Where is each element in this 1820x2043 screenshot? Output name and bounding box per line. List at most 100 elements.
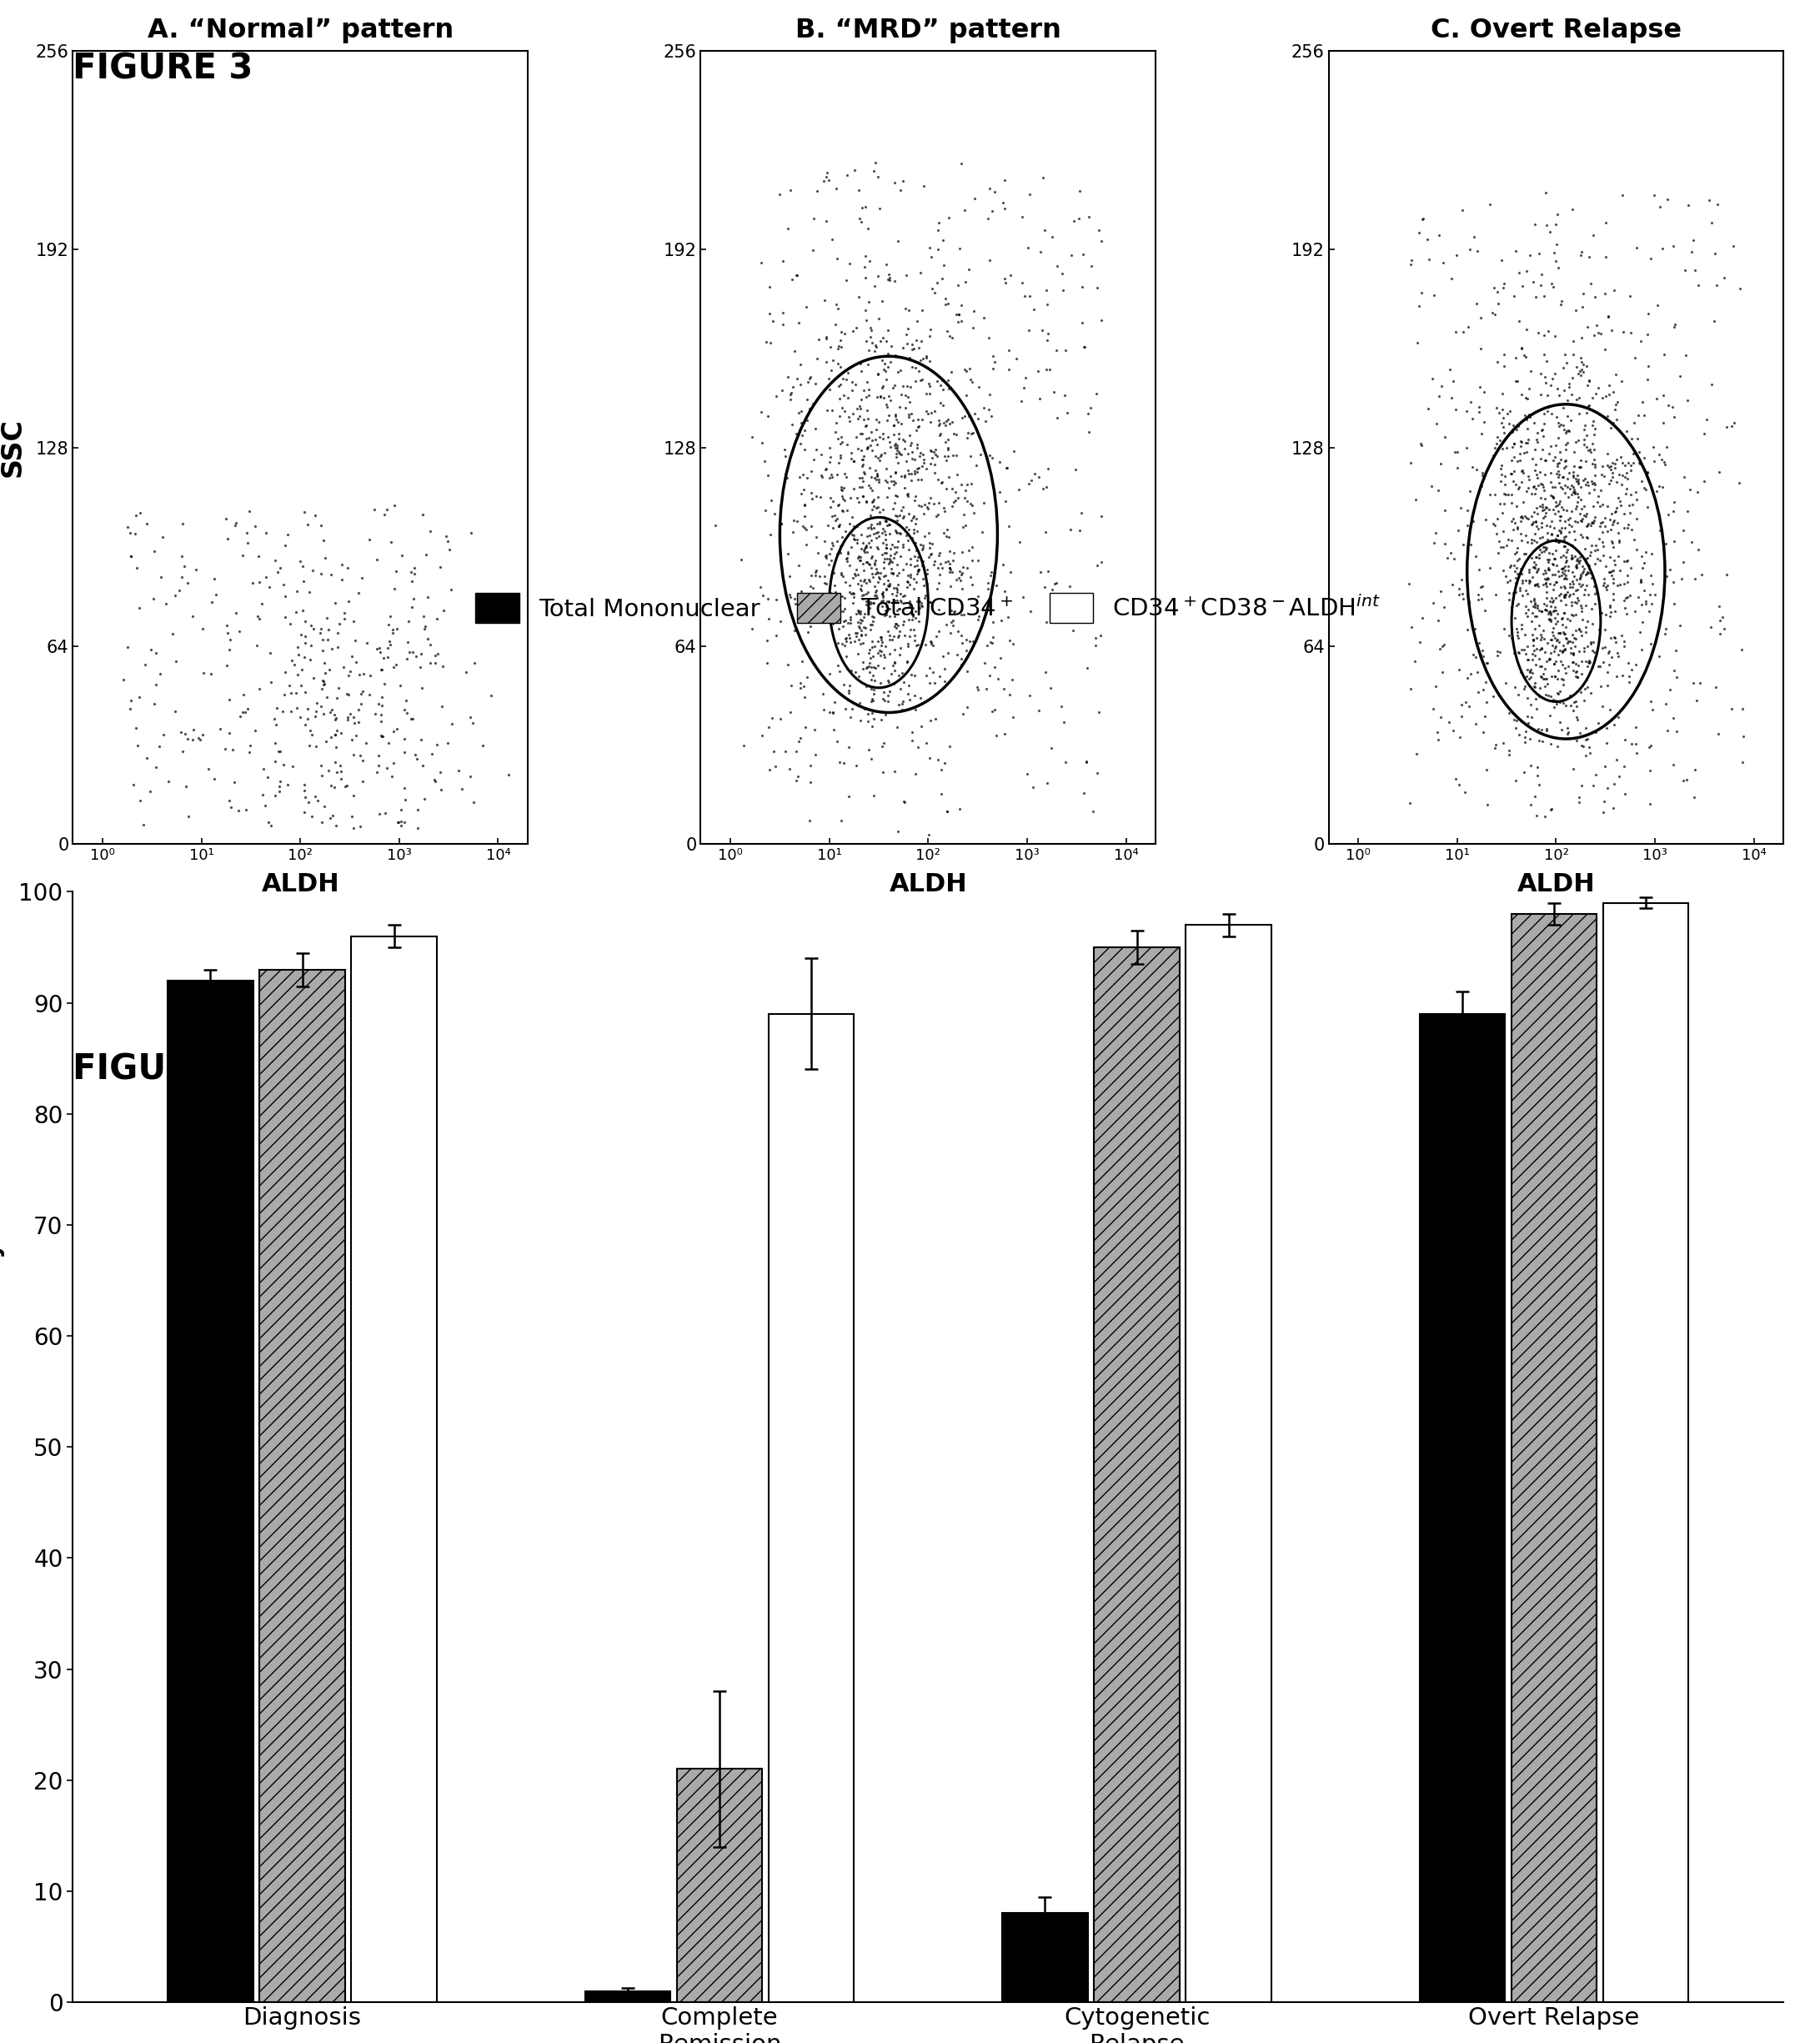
Point xyxy=(1700,304,1729,337)
Point xyxy=(1565,570,1594,603)
Point xyxy=(976,243,1005,276)
Point xyxy=(850,535,879,568)
Point xyxy=(1585,650,1614,682)
Point xyxy=(863,556,892,588)
Point xyxy=(890,785,919,817)
Point xyxy=(874,398,903,431)
Point xyxy=(956,351,985,384)
Point xyxy=(1514,400,1543,433)
Point xyxy=(1571,646,1600,678)
Point xyxy=(852,566,881,599)
Point xyxy=(242,599,271,631)
Point xyxy=(1547,603,1576,635)
Point xyxy=(1529,521,1558,554)
Point xyxy=(1520,208,1549,241)
Point xyxy=(1407,429,1436,462)
Point xyxy=(864,562,894,595)
Point xyxy=(870,541,899,574)
Point xyxy=(843,750,872,782)
Point xyxy=(355,523,384,556)
Point xyxy=(251,560,280,592)
Point xyxy=(790,488,819,521)
Point xyxy=(1551,505,1580,537)
Point xyxy=(326,762,355,795)
Point xyxy=(1487,407,1516,439)
Point xyxy=(1556,586,1585,619)
Point xyxy=(1463,582,1492,615)
Point xyxy=(1549,580,1578,613)
Point xyxy=(1598,525,1627,558)
Point xyxy=(812,568,841,601)
Point xyxy=(333,658,362,691)
Point xyxy=(848,443,877,476)
Point xyxy=(1562,656,1591,688)
Point xyxy=(1542,629,1571,662)
Point xyxy=(906,464,935,496)
Point xyxy=(883,711,912,744)
Point xyxy=(935,570,965,603)
Point xyxy=(1602,402,1631,435)
Point xyxy=(1576,507,1605,539)
Point xyxy=(1500,441,1529,474)
Point xyxy=(850,458,879,490)
Point xyxy=(764,178,794,210)
Point xyxy=(901,527,930,560)
Point xyxy=(368,719,397,752)
Point xyxy=(1591,509,1620,541)
Point xyxy=(1569,498,1598,531)
Point xyxy=(1627,566,1656,599)
Point xyxy=(1614,445,1643,478)
Point xyxy=(897,725,926,758)
Point xyxy=(1496,621,1525,654)
Point xyxy=(1554,650,1583,682)
Point xyxy=(1507,517,1536,550)
Point xyxy=(1489,268,1518,300)
Point xyxy=(1507,578,1536,611)
Point xyxy=(337,656,366,688)
Point xyxy=(1643,288,1673,321)
Point xyxy=(1578,490,1607,523)
Point xyxy=(437,574,466,607)
Point xyxy=(1498,478,1527,511)
Point xyxy=(420,764,450,797)
Point xyxy=(870,552,899,584)
Point xyxy=(1636,627,1665,660)
Point xyxy=(1503,678,1532,711)
Point xyxy=(864,407,894,439)
Point xyxy=(320,719,349,752)
Point xyxy=(908,437,937,470)
Point xyxy=(289,797,318,829)
Point xyxy=(1583,486,1613,519)
Point xyxy=(1572,670,1602,703)
Point xyxy=(1567,556,1596,588)
Point xyxy=(122,711,151,744)
Point xyxy=(963,580,992,613)
Point xyxy=(493,758,522,791)
Point xyxy=(797,560,826,592)
Point xyxy=(826,439,855,472)
Point xyxy=(948,627,977,660)
Point xyxy=(950,194,979,227)
Point xyxy=(1522,509,1551,541)
Point xyxy=(1565,360,1594,392)
Point xyxy=(1514,503,1543,535)
Point xyxy=(1627,588,1656,621)
Point xyxy=(309,648,339,680)
Point xyxy=(1511,725,1540,758)
Point xyxy=(859,664,888,697)
Point xyxy=(1496,505,1525,537)
Point xyxy=(1558,529,1587,562)
Point xyxy=(835,621,864,654)
Point xyxy=(914,817,943,850)
Point xyxy=(1532,713,1562,746)
Point xyxy=(930,282,959,315)
Point xyxy=(854,380,883,413)
Point xyxy=(1571,711,1600,744)
Point xyxy=(1638,431,1667,464)
Point xyxy=(1563,464,1592,496)
Point xyxy=(1571,588,1600,621)
Point xyxy=(1507,501,1536,533)
Point xyxy=(1498,431,1527,464)
Point xyxy=(883,407,912,439)
Point xyxy=(1567,558,1596,590)
